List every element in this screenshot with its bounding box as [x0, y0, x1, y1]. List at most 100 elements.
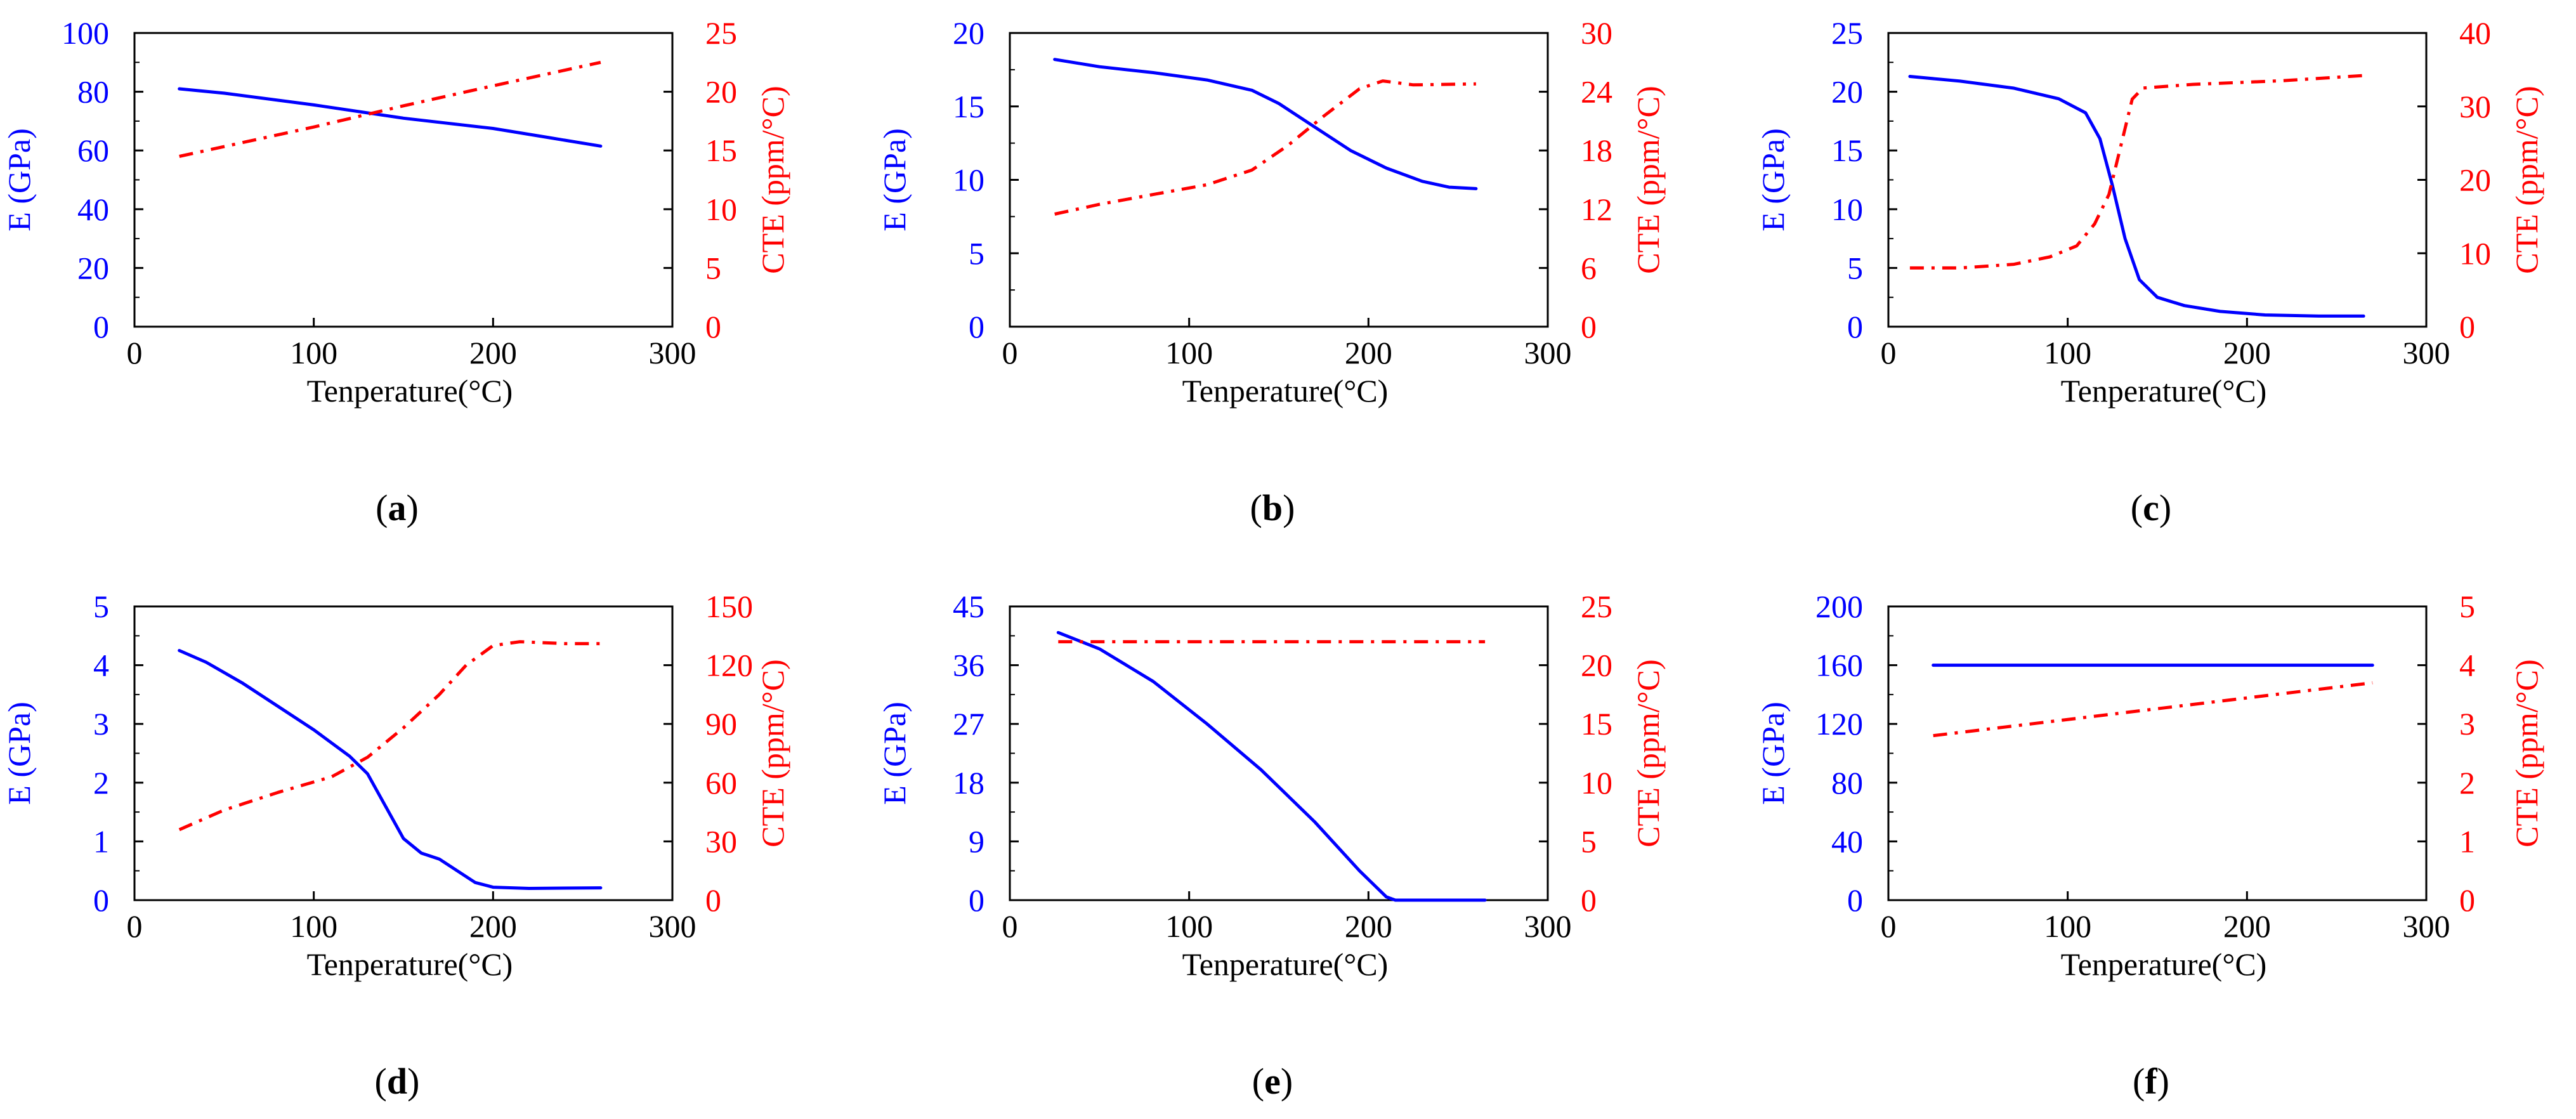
y-right-tick-label: 25 — [705, 15, 737, 51]
y-left-tick-label: 25 — [1831, 15, 1863, 51]
y-right-tick-label: 0 — [2459, 882, 2475, 918]
y-left-tick-label: 4 — [93, 648, 109, 683]
y-left-axis-label: E (GPa) — [877, 128, 912, 231]
x-tick-label: 0 — [127, 335, 143, 370]
y-left-tick-label: 36 — [953, 648, 984, 683]
y-right-tick-label: 25 — [1581, 589, 1612, 624]
y-right-tick-label: 5 — [1581, 823, 1597, 859]
panel-label: (e) — [1252, 1061, 1293, 1102]
x-tick-label: 0 — [127, 908, 143, 944]
series-line-e — [178, 649, 603, 890]
y-right-tick-label: 10 — [1581, 765, 1612, 801]
y-left-tick-label: 0 — [1847, 309, 1863, 344]
y-left-tick-label: 0 — [93, 882, 109, 918]
chart-panel-e: 0 100 200 30009182736450510152025Tenperatur… — [877, 589, 1666, 1102]
series-line-e — [178, 87, 603, 148]
y-right-tick-label: 60 — [705, 765, 737, 801]
y-right-tick-label: 20 — [705, 74, 737, 110]
y-left-tick-label: 100 — [62, 15, 109, 51]
x-tick-label: 300 — [1524, 335, 1572, 370]
y-right-tick-label: 1 — [2459, 823, 2475, 859]
y-right-tick-label: 40 — [2459, 15, 2491, 51]
x-tick-label: 200 — [1345, 908, 1392, 944]
y-right-tick-label: 0 — [705, 309, 721, 344]
y-right-tick-label: 6 — [1581, 250, 1597, 285]
series-line-cte — [179, 60, 601, 158]
y-right-axis-label: CTE (ppm/°C) — [1630, 86, 1666, 273]
x-tick-label: 0 — [1881, 908, 1897, 944]
x-tick-label: 200 — [2223, 335, 2271, 370]
x-axis-label: Tenperature(°C) — [1182, 373, 1389, 409]
y-right-tick-label: 5 — [705, 250, 721, 285]
y-left-tick-label: 0 — [969, 309, 984, 344]
y-left-tick-label: 20 — [953, 15, 984, 51]
y-left-tick-label: 160 — [1815, 648, 1863, 683]
y-right-tick-label: 30 — [705, 823, 737, 859]
y-left-tick-label: 40 — [1831, 823, 1863, 859]
series-line-e — [1056, 631, 1487, 902]
x-tick-label: 100 — [1165, 335, 1213, 370]
x-axis-label: Tenperature(°C) — [307, 946, 513, 982]
y-left-axis-label: E (GPa) — [1, 702, 37, 804]
y-left-tick-label: 2 — [93, 765, 109, 801]
y-right-tick-label: 15 — [1581, 706, 1612, 742]
y-right-tick-label: 0 — [1581, 882, 1597, 918]
y-right-tick-label: 12 — [1581, 192, 1612, 227]
y-left-tick-label: 5 — [969, 235, 984, 271]
y-right-tick-label: 20 — [1581, 648, 1612, 683]
y-left-tick-label: 45 — [953, 589, 984, 624]
chart-panel-c: 0 100 200 300 0 5 10 15 20 25 0 10 20 30 40 Tenperature… — [1755, 15, 2544, 528]
y-left-tick-label: 10 — [1831, 192, 1863, 227]
x-axis-label: Tenperature(°C) — [1182, 946, 1389, 982]
y-left-tick-label: 10 — [953, 162, 984, 198]
y-left-tick-label: 80 — [1831, 765, 1863, 801]
y-right-tick-label: 3 — [2459, 706, 2475, 742]
y-right-axis-label: CTE (ppm/°C) — [2509, 86, 2544, 273]
y-left-tick-label: 5 — [1847, 250, 1863, 285]
y-right-axis-label: CTE (ppm/°C) — [755, 86, 790, 273]
y-left-tick-label: 60 — [77, 133, 109, 168]
y-left-tick-label: 0 — [93, 309, 109, 344]
panel-label: (d) — [375, 1061, 420, 1102]
y-left-tick-label: 27 — [953, 706, 984, 742]
x-axis-label: Tenperature(°C) — [307, 373, 513, 409]
y-right-tick-label: 30 — [1581, 15, 1612, 51]
x-tick-label: 300 — [649, 908, 696, 944]
y-right-axis-label: CTE (ppm/°C) — [755, 659, 790, 847]
y-right-tick-label: 10 — [2459, 235, 2491, 271]
panel-label: (b) — [1250, 487, 1295, 528]
y-right-tick-label: 2 — [2459, 765, 2475, 801]
y-left-tick-label: 15 — [953, 89, 984, 124]
x-tick-label: 200 — [469, 908, 517, 944]
y-right-tick-label: 0 — [705, 882, 721, 918]
x-tick-label: 100 — [290, 908, 337, 944]
y-left-tick-label: 120 — [1815, 706, 1863, 742]
panel-label: (a) — [376, 487, 419, 528]
x-tick-label: 0 — [1881, 335, 1897, 370]
y-left-tick-label: 200 — [1815, 589, 1863, 624]
series-line-e — [1053, 58, 1478, 190]
y-left-tick-label: 80 — [77, 74, 109, 110]
y-right-tick-label: 120 — [705, 648, 753, 683]
y-right-tick-label: 20 — [2459, 162, 2491, 198]
x-tick-label: 100 — [2044, 908, 2091, 944]
chart-panel-d: 0 100 200 3000123450306090120150Tenperature… — [1, 589, 790, 1102]
y-left-tick-label: 1 — [93, 823, 109, 859]
y-right-tick-label: 5 — [2459, 589, 2475, 624]
y-right-tick-label: 0 — [2459, 309, 2475, 344]
y-left-tick-label: 15 — [1831, 133, 1863, 168]
x-tick-label: 200 — [2223, 908, 2271, 944]
y-right-tick-label: 10 — [705, 192, 737, 227]
y-left-tick-label: 20 — [77, 250, 109, 285]
y-right-tick-label: 18 — [1581, 133, 1612, 168]
y-left-axis-label: E (GPa) — [877, 702, 912, 804]
series-line-cte — [1933, 681, 2373, 738]
y-right-tick-label: 15 — [705, 133, 737, 168]
panel-label: (f) — [2133, 1061, 2169, 1102]
y-left-axis-label: E (GPa) — [1755, 702, 1791, 804]
y-right-tick-label: 90 — [705, 706, 737, 742]
y-right-tick-label: 4 — [2459, 648, 2475, 683]
x-tick-label: 200 — [1345, 335, 1392, 370]
